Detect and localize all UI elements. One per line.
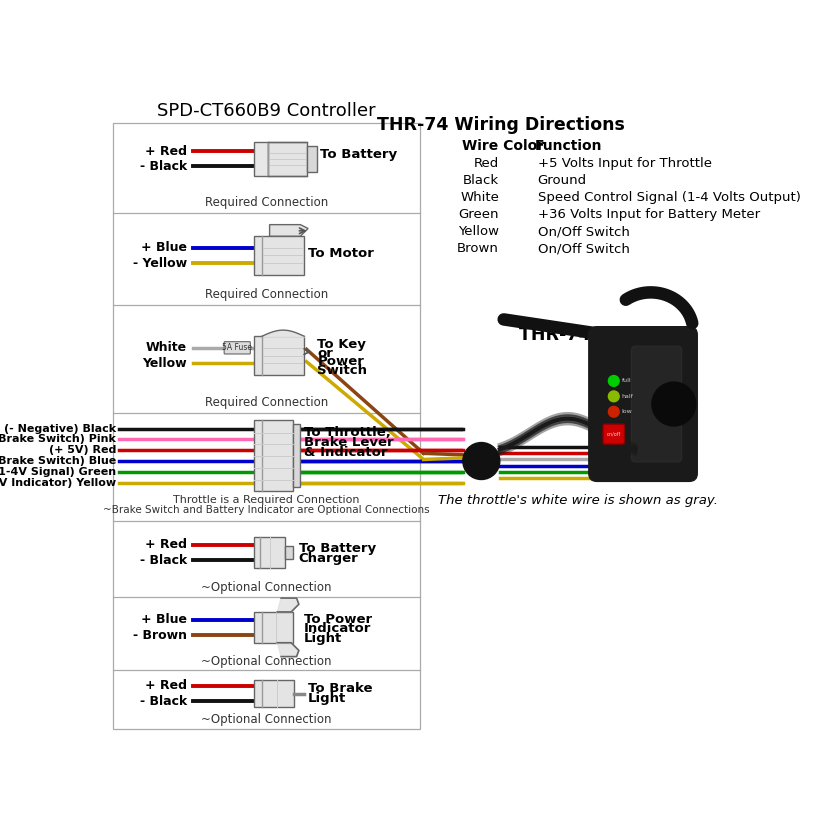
Text: Ground: Ground <box>538 174 587 188</box>
Text: To Battery: To Battery <box>299 542 376 554</box>
Text: Function: Function <box>535 139 603 153</box>
Text: SPD-CT660B9 Controller: SPD-CT660B9 Controller <box>157 102 376 121</box>
Text: ~Brake Switch and Battery Indicator are Optional Connections: ~Brake Switch and Battery Indicator are … <box>103 506 430 515</box>
FancyBboxPatch shape <box>589 327 697 481</box>
Text: Green: Green <box>459 208 499 221</box>
Text: ~Optional Connection: ~Optional Connection <box>202 581 332 594</box>
Circle shape <box>463 443 500 480</box>
Text: White: White <box>460 191 499 204</box>
Text: To Motor: To Motor <box>308 247 374 259</box>
Text: + Red: + Red <box>145 679 187 692</box>
Circle shape <box>652 382 695 425</box>
Text: THR-74 Wiring Directions: THR-74 Wiring Directions <box>377 116 624 134</box>
Bar <box>255 680 295 707</box>
Bar <box>307 145 317 172</box>
Text: + Red: + Red <box>145 539 187 552</box>
Text: (Brake Switch) Pink: (Brake Switch) Pink <box>0 434 117 444</box>
Text: - Brown: - Brown <box>133 629 187 642</box>
Circle shape <box>609 406 619 417</box>
Text: Indicator: Indicator <box>304 622 371 635</box>
Text: (+ 5V) Red: (+ 5V) Red <box>49 445 117 455</box>
Text: Required Connection: Required Connection <box>205 396 328 409</box>
Text: - Black: - Black <box>140 695 187 708</box>
Text: - Black: - Black <box>140 160 187 173</box>
Bar <box>255 420 293 491</box>
Text: To Key: To Key <box>317 339 366 351</box>
Bar <box>255 236 304 275</box>
Text: + Blue: + Blue <box>141 613 187 626</box>
Text: (1-4V Signal) Green: (1-4V Signal) Green <box>0 467 117 477</box>
Text: (Brake Switch) Blue: (Brake Switch) Blue <box>0 456 117 466</box>
Text: +36 Volts Input for Battery Meter: +36 Volts Input for Battery Meter <box>538 208 760 221</box>
Text: low: low <box>622 409 632 415</box>
Text: To Brake: To Brake <box>308 682 373 695</box>
FancyBboxPatch shape <box>603 424 624 444</box>
Text: or: or <box>317 347 333 359</box>
Text: Wire Color: Wire Color <box>462 139 544 153</box>
Text: To Battery: To Battery <box>320 149 397 161</box>
Bar <box>268 142 307 176</box>
Text: Power: Power <box>317 355 364 368</box>
Text: 5A Fuse: 5A Fuse <box>222 344 252 353</box>
Text: + Red: + Red <box>145 145 187 158</box>
Text: THR-74 Throttle: THR-74 Throttle <box>519 325 675 344</box>
Text: Yellow: Yellow <box>143 357 187 370</box>
Text: Light: Light <box>308 692 346 705</box>
Text: +5 Volts Input for Throttle: +5 Volts Input for Throttle <box>538 157 712 170</box>
Text: Switch: Switch <box>317 363 367 377</box>
Text: + Blue: + Blue <box>141 241 187 254</box>
Text: Light: Light <box>304 632 343 644</box>
Bar <box>255 537 285 568</box>
Text: Required Connection: Required Connection <box>205 288 328 301</box>
Text: Red: Red <box>474 157 499 170</box>
Text: Brake Lever: Brake Lever <box>304 436 394 449</box>
Text: White: White <box>146 341 187 354</box>
Bar <box>255 336 304 375</box>
Text: (- Negative) Black: (- Negative) Black <box>4 424 117 434</box>
Text: The throttle's white wire is shown as gray.: The throttle's white wire is shown as gr… <box>437 494 717 507</box>
Circle shape <box>609 376 619 387</box>
Text: Required Connection: Required Connection <box>205 196 328 209</box>
Polygon shape <box>277 643 299 657</box>
Bar <box>255 612 293 643</box>
Text: Brown: Brown <box>457 242 499 255</box>
Bar <box>255 142 268 176</box>
Bar <box>113 123 419 729</box>
Circle shape <box>609 391 619 401</box>
Bar <box>293 424 300 487</box>
FancyBboxPatch shape <box>632 346 681 462</box>
Bar <box>285 547 293 559</box>
Text: On/Off Switch: On/Off Switch <box>538 242 629 255</box>
Text: Speed Control Signal (1-4 Volts Output): Speed Control Signal (1-4 Volts Output) <box>538 191 800 204</box>
FancyBboxPatch shape <box>224 342 251 354</box>
Text: Black: Black <box>463 174 499 188</box>
Text: full: full <box>622 378 631 383</box>
Text: (+ 36V Indicator) Yellow: (+ 36V Indicator) Yellow <box>0 477 117 487</box>
Text: - Black: - Black <box>140 554 187 567</box>
Text: ~Optional Connection: ~Optional Connection <box>202 655 332 667</box>
Polygon shape <box>277 598 299 612</box>
Text: To Power: To Power <box>304 613 372 626</box>
Text: Throttle is a Required Connection: Throttle is a Required Connection <box>173 495 360 505</box>
Text: Yellow: Yellow <box>458 225 499 238</box>
Text: half: half <box>622 394 633 399</box>
Text: on/off: on/off <box>606 431 621 437</box>
Text: On/Off Switch: On/Off Switch <box>538 225 629 238</box>
Text: Charger: Charger <box>299 552 358 564</box>
Text: - Yellow: - Yellow <box>133 257 187 269</box>
Polygon shape <box>269 225 308 236</box>
Text: To Throttle,: To Throttle, <box>304 426 391 439</box>
Text: ~Optional Connection: ~Optional Connection <box>202 713 332 726</box>
Text: & Indicator: & Indicator <box>304 446 388 459</box>
